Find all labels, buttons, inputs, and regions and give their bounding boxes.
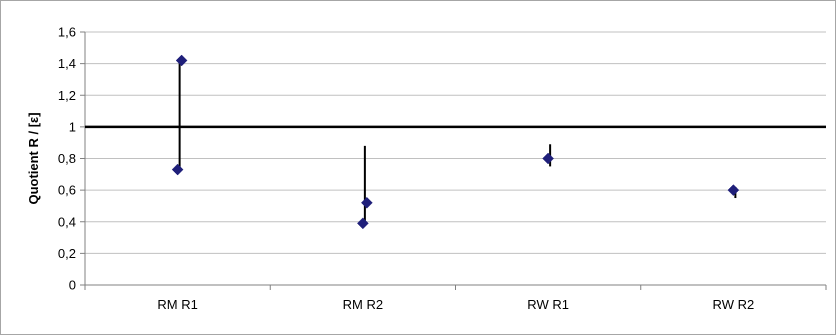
y-tick-label: 0,2: [58, 246, 76, 261]
data-point-marker: [727, 184, 740, 196]
y-tick-label: 0,8: [58, 151, 76, 166]
x-tick-label: RW R1: [527, 297, 569, 312]
data-point-marker: [175, 54, 188, 67]
y-tick-label: 0,6: [58, 183, 76, 198]
y-tick-label: 0,4: [58, 214, 76, 229]
data-point-marker: [357, 217, 369, 230]
data-point-marker: [361, 196, 373, 209]
y-tick-label: 1: [69, 119, 76, 134]
x-tick-labels: RM R1 RM R2 RW R1 RW R2: [157, 297, 754, 312]
y-tick-label: 0: [69, 278, 76, 293]
y-tick-label: 1,4: [58, 56, 76, 71]
y-tick-label: 1,6: [58, 25, 76, 40]
x-tick-label: RM R1: [157, 297, 197, 312]
y-tick-labels: 0 0,2 0,4 0,6 0,8 1 1,2 1,4 1,6: [58, 25, 76, 293]
data-markers: [171, 54, 740, 230]
y-tick-label: 1,2: [58, 88, 76, 103]
data-point-marker: [171, 163, 184, 176]
y-axis-title: Quotient R / [ε]: [26, 112, 41, 204]
gridlines: [85, 31, 826, 254]
axes: [80, 31, 827, 290]
error-bars: [178, 60, 737, 224]
x-tick-label: RW R2: [713, 297, 755, 312]
x-tick-label: RM R2: [343, 297, 383, 312]
data-point-marker: [542, 152, 554, 165]
